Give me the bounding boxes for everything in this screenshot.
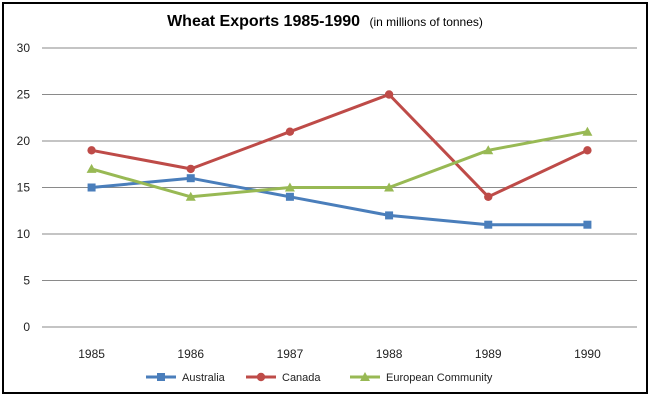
- data-point: [86, 163, 97, 173]
- data-point: [284, 182, 295, 192]
- y-tick-label: 0: [23, 320, 30, 334]
- legend-entry: Canada: [246, 372, 321, 384]
- chart-title: Wheat Exports 1985-1990 (in millions of …: [167, 13, 483, 30]
- x-tick-label: 1986: [177, 347, 204, 361]
- gridlines: [42, 47, 637, 328]
- data-point: [87, 146, 96, 155]
- series-line: [90, 93, 589, 199]
- x-tick-label: 1985: [78, 347, 105, 361]
- data-point: [385, 211, 394, 220]
- y-tick-label: 25: [17, 88, 31, 102]
- data-point: [483, 145, 494, 155]
- legend-entry: European Community: [350, 372, 493, 384]
- data-point: [484, 220, 493, 229]
- data-point: [583, 220, 592, 229]
- x-tick-label: 1988: [376, 347, 403, 361]
- x-tick-label: 1989: [475, 347, 502, 361]
- data-point: [285, 192, 294, 201]
- y-tick-label: 10: [17, 227, 31, 241]
- series-canada: [87, 90, 592, 201]
- series-australia: [87, 174, 592, 229]
- legend-marker: [256, 372, 266, 382]
- data-point: [384, 90, 394, 99]
- data-point: [285, 127, 295, 136]
- chart-subtitle: (in millions of tonnes): [370, 15, 483, 29]
- legend-marker: [157, 373, 165, 381]
- data-point: [484, 192, 493, 201]
- series-line: [90, 176, 589, 227]
- legend-label: Canada: [282, 372, 321, 384]
- data-point: [185, 191, 196, 201]
- x-tick-label: 1990: [574, 347, 601, 361]
- data-point: [582, 126, 593, 136]
- series-lines: [86, 90, 593, 229]
- legend-marker: [360, 372, 370, 381]
- x-axis-tick-labels: 1985 1986 1987 1988 1989 1990: [78, 347, 601, 361]
- chart-svg: Wheat Exports 1985-1990 (in millions of …: [17, 13, 637, 384]
- y-tick-label: 20: [17, 134, 31, 148]
- data-point: [186, 174, 195, 183]
- y-tick-label: 30: [17, 41, 31, 55]
- y-tick-label: 5: [23, 274, 30, 288]
- chart-frame: Wheat Exports 1985-1990 (in millions of …: [2, 2, 648, 394]
- legend-label: Australia: [182, 372, 226, 384]
- chart-title-main: Wheat Exports 1985-1990: [167, 13, 360, 30]
- series-line: [90, 130, 589, 199]
- series-european-community: [86, 126, 593, 201]
- legend: Australia Canada European Community: [146, 372, 493, 384]
- data-point: [87, 183, 96, 192]
- data-point: [186, 164, 195, 174]
- data-point: [384, 182, 395, 192]
- x-tick-label: 1987: [277, 347, 304, 361]
- data-point: [583, 146, 592, 155]
- legend-label: European Community: [386, 372, 493, 384]
- y-tick-label: 15: [17, 181, 31, 195]
- legend-entry: Australia: [146, 372, 226, 384]
- y-axis-tick-labels: 0 5 10 15 20 25 30: [17, 41, 31, 334]
